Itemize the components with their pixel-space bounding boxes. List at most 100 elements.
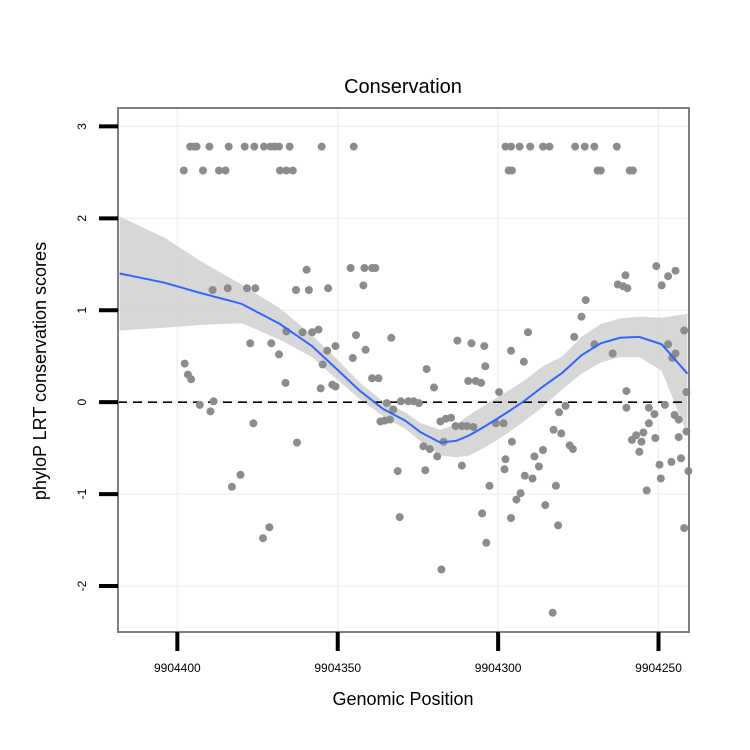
data-point-146 [570, 332, 579, 341]
data-point-34 [596, 166, 605, 175]
data-point-7 [260, 142, 268, 151]
data-point-11 [285, 142, 294, 151]
y-tick-label-1: -1 [75, 488, 89, 499]
data-point-164 [671, 266, 680, 275]
data-point-46 [304, 286, 313, 294]
data-point-179 [677, 454, 685, 463]
data-point-169 [622, 403, 631, 412]
data-point-117 [519, 357, 528, 366]
data-point-48 [359, 281, 368, 290]
y-tick-label-4: 2 [75, 215, 89, 222]
data-point-50 [298, 328, 307, 337]
data-point-177 [674, 415, 683, 424]
data-point-26 [545, 142, 554, 151]
data-point-121 [482, 538, 491, 547]
data-point-97 [451, 422, 460, 431]
data-point-40 [371, 264, 380, 272]
data-point-29 [590, 142, 599, 151]
data-point-78 [227, 482, 236, 491]
x-axis: 9904400 9904350 9904300 9904250 [154, 632, 682, 675]
data-point-114 [477, 378, 486, 387]
data-point-51 [308, 328, 317, 337]
data-point-171 [651, 434, 660, 442]
data-point-170 [644, 419, 653, 428]
data-point-150 [608, 349, 617, 358]
data-point-103 [433, 452, 442, 461]
data-point-3 [205, 142, 214, 151]
data-points [179, 142, 693, 617]
data-point-120 [478, 509, 487, 518]
data-point-25 [539, 142, 547, 151]
data-point-163 [664, 272, 673, 281]
data-point-53 [352, 331, 360, 340]
data-point-69 [374, 374, 383, 383]
data-point-94 [430, 383, 438, 392]
data-point-20 [288, 166, 297, 175]
data-point-172 [655, 460, 664, 469]
data-point-59 [318, 360, 327, 369]
data-point-44 [251, 284, 260, 293]
data-point-6 [250, 142, 259, 151]
data-point-130 [516, 489, 525, 498]
data-point-56 [267, 339, 276, 348]
data-point-122 [485, 481, 494, 490]
data-point-83 [389, 405, 398, 414]
data-point-107 [437, 565, 446, 574]
x-tick-label-0: 9904400 [154, 661, 201, 675]
data-point-13 [349, 142, 358, 151]
data-point-165 [652, 262, 661, 271]
data-point-47 [324, 284, 333, 293]
data-point-135 [530, 452, 539, 461]
data-point-45 [292, 286, 300, 294]
data-point-38 [360, 264, 369, 272]
data-point-151 [622, 387, 631, 396]
data-point-185 [656, 474, 665, 483]
data-point-17 [221, 166, 230, 175]
data-point-145 [548, 608, 557, 617]
data-point-106 [421, 466, 430, 475]
data-point-4 [224, 142, 233, 151]
data-point-32 [507, 166, 516, 175]
data-point-166 [671, 349, 680, 358]
data-point-116 [507, 346, 515, 355]
data-point-147 [577, 312, 586, 321]
smooth-line [119, 272, 689, 444]
data-point-87 [414, 399, 423, 408]
data-point-118 [524, 328, 532, 337]
data-point-100 [469, 423, 478, 431]
data-point-60 [323, 346, 332, 355]
data-point-77 [206, 407, 215, 416]
y-tick-label-5: 3 [75, 123, 89, 130]
data-point-108 [453, 336, 462, 345]
data-point-42 [223, 284, 232, 293]
data-point-110 [480, 342, 489, 351]
data-point-173 [674, 433, 683, 442]
data-point-128 [507, 514, 515, 522]
data-point-22 [507, 142, 515, 151]
data-point-71 [249, 419, 258, 428]
data-point-127 [501, 455, 510, 464]
data-point-181 [680, 524, 689, 533]
data-point-131 [520, 471, 529, 480]
data-point-139 [561, 401, 570, 410]
data-point-14 [179, 166, 188, 175]
data-point-10 [275, 142, 283, 151]
data-point-137 [549, 425, 558, 434]
data-point-111 [481, 362, 490, 371]
data-point-65 [331, 382, 340, 391]
data-point-18 [276, 166, 284, 175]
data-point-124 [499, 419, 508, 428]
y-tick-label-2: 0 [75, 399, 89, 406]
data-point-154 [639, 428, 648, 437]
data-point-157 [664, 340, 673, 349]
data-point-2 [192, 142, 201, 151]
data-point-52 [314, 325, 323, 334]
data-point-99 [463, 422, 471, 431]
confidence-band-area [119, 216, 688, 458]
data-point-21 [501, 142, 510, 151]
data-point-96 [447, 413, 455, 422]
data-point-73 [195, 400, 204, 409]
data-point-183 [635, 447, 644, 456]
data-point-85 [404, 397, 413, 406]
data-point-36 [628, 166, 637, 175]
